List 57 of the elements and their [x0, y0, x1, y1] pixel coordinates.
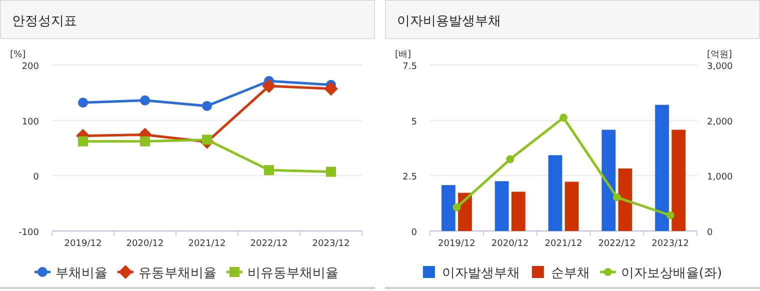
x-tick-label: 2022/12 [598, 239, 636, 249]
y-axis-title: [%] [10, 50, 26, 60]
x-tick-label: 2019/12 [438, 239, 476, 249]
y-axis-title: [배] [395, 50, 412, 60]
point [140, 95, 150, 106]
x-tick-label: 2023/12 [652, 239, 689, 249]
x-tick-label: 2020/12 [126, 239, 164, 249]
x-tick-label: 2019/12 [64, 239, 102, 249]
legend-label: 부채비율 [56, 266, 108, 281]
point [560, 114, 568, 122]
legend-label: 유동부채비율 [138, 266, 216, 281]
bar [494, 181, 509, 231]
y-tick-label: 100 [22, 117, 40, 128]
x-tick-label: 2022/12 [250, 239, 288, 249]
legend-label: 순부채 [550, 266, 590, 281]
chart-title: 안정성지표 [12, 14, 77, 29]
y-tick-label: 200 [22, 62, 40, 72]
y2-tick-label: 0 [707, 228, 713, 238]
y-tick-label: 0 [33, 172, 40, 183]
y-tick-label: 0 [411, 228, 418, 238]
x-tick-label: 2021/12 [544, 239, 582, 249]
point [326, 166, 336, 177]
point [612, 193, 621, 202]
point [324, 82, 338, 96]
y-tick-label: 7.5 [402, 62, 417, 72]
point [262, 79, 276, 94]
point [452, 203, 461, 212]
bar [441, 185, 456, 231]
bar [672, 130, 686, 231]
point [202, 100, 212, 111]
point [78, 98, 88, 108]
x-tick-label: 2023/12 [312, 239, 350, 249]
chart-title: 이자비용발생부채 [397, 14, 501, 29]
y2-axis-title: [억원] [707, 50, 732, 60]
y-tick-label: -100 [18, 228, 40, 238]
bar [655, 104, 669, 231]
bar [564, 182, 579, 231]
bar [602, 130, 616, 231]
bar [618, 168, 632, 231]
point [666, 211, 674, 220]
legend-label: 이자보상배율(좌) [620, 266, 722, 281]
legend-label: 비유동부채비율 [248, 266, 338, 281]
y2-tick-label: 1,000 [707, 172, 734, 183]
y2-tick-label: 3,000 [707, 62, 734, 72]
x-tick-label: 2021/12 [188, 239, 226, 249]
point [506, 155, 514, 164]
point [202, 134, 212, 145]
point [78, 136, 88, 146]
y-tick-label: 5 [411, 117, 417, 128]
legend-label: 이자발생부채 [442, 266, 520, 281]
x-tick-label: 2020/12 [491, 239, 529, 249]
point [140, 136, 150, 146]
y2-tick-label: 2,000 [707, 117, 734, 128]
point [264, 165, 274, 176]
bar [548, 155, 562, 231]
y-tick-label: 2.5 [402, 172, 417, 183]
bar [511, 192, 526, 231]
